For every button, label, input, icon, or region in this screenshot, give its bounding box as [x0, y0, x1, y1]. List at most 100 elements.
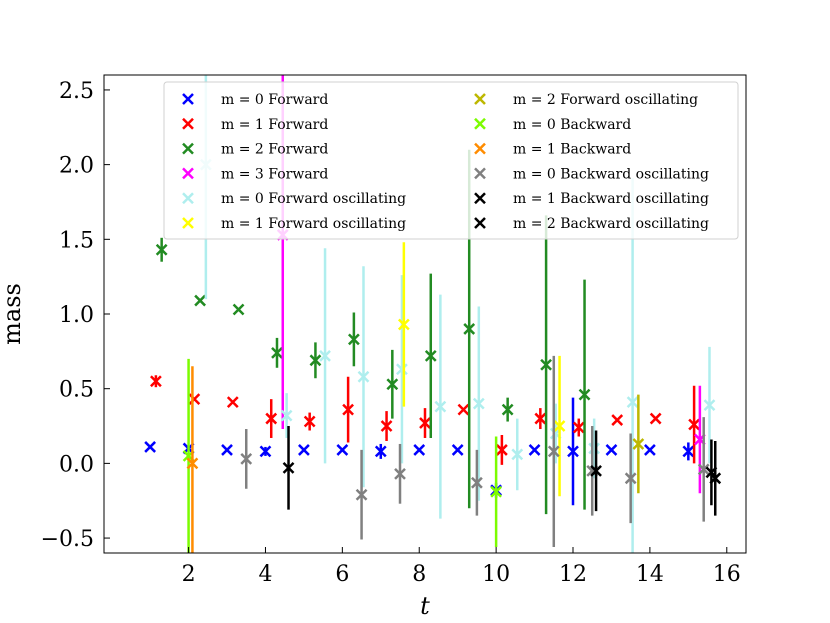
legend-entry-7: m = 0 Backward [474, 117, 631, 133]
point-1-0 [150, 375, 162, 388]
legend-entry-3: m = 3 Forward [182, 166, 328, 182]
point-2-11 [578, 388, 591, 401]
point-4-6 [472, 397, 485, 410]
point-1-6 [380, 420, 393, 432]
y-tick-label-1: 0.0 [59, 452, 94, 477]
point-0-12 [605, 444, 618, 456]
x-axis-label: t [420, 592, 430, 620]
legend-entry-2: m = 2 Forward [182, 142, 328, 158]
legend-entry-4: m = 0 Forward oscillating [182, 191, 406, 207]
legend-marker-3 [182, 167, 194, 180]
point-0-10 [528, 444, 541, 456]
point-2-10 [540, 358, 552, 371]
point-6-0 [632, 438, 645, 450]
point-4-1 [280, 409, 293, 422]
point-1-9 [496, 444, 508, 456]
point-0-13 [644, 444, 656, 456]
legend-marker-8 [474, 142, 486, 155]
point-7-1 [490, 485, 503, 498]
legend-marker-7 [474, 117, 486, 130]
series-6 [632, 394, 645, 494]
x-tick-label-5: 12 [559, 562, 587, 587]
point-10-1 [590, 464, 602, 477]
point-1-8 [457, 403, 470, 416]
series-5 [397, 242, 566, 497]
point-0-6 [374, 445, 387, 458]
legend-marker-9 [474, 167, 486, 180]
y-tick-label-0: −0.5 [41, 527, 94, 552]
point-1-12 [611, 414, 624, 426]
point-0-5 [336, 444, 349, 456]
point-0-14 [682, 445, 695, 458]
y-tick-label-2: 0.5 [59, 378, 94, 403]
point-2-5 [347, 333, 360, 346]
legend-entry-11: m = 2 Backward oscillating [474, 216, 709, 232]
legend-entry-8: m = 1 Backward [474, 142, 631, 158]
point-2-4 [309, 354, 322, 367]
legend-entry-10: m = 1 Backward oscillating [474, 191, 709, 207]
legend-label-8: m = 1 Backward [513, 142, 631, 158]
x-tick-label-3: 8 [412, 562, 426, 587]
point-0-11 [567, 445, 579, 458]
y-tick-label-3: 1.0 [59, 303, 94, 328]
point-1-14 [688, 418, 700, 431]
legend-marker-0 [182, 93, 194, 105]
point-1-7 [419, 417, 431, 429]
legend-marker-4 [182, 192, 194, 205]
legend-label-1: m = 1 Forward [221, 117, 328, 133]
legend-label-4: m = 0 Forward oscillating [221, 191, 406, 207]
point-5-0 [397, 318, 410, 331]
point-0-3 [259, 445, 272, 458]
point-9-1 [355, 488, 368, 501]
point-1-4 [303, 415, 316, 428]
point-0-8 [451, 444, 464, 456]
point-4-5 [434, 400, 447, 413]
legend-entry-5: m = 1 Forward oscillating [182, 216, 406, 232]
point-0-4 [298, 444, 310, 456]
legend-entry-6: m = 2 Forward oscillating [474, 92, 698, 108]
point-1-2 [226, 396, 239, 409]
point-4-2 [319, 349, 331, 362]
point-4-4 [396, 363, 408, 376]
point-8-0 [186, 457, 199, 470]
y-axis-label: mass [0, 283, 26, 345]
point-5-1 [553, 420, 566, 432]
point-0-0 [144, 441, 157, 453]
x-tick-label-1: 4 [258, 562, 272, 587]
point-2-0 [155, 243, 168, 256]
legend-marker-5 [182, 217, 194, 229]
x-tick-label-4: 10 [482, 562, 510, 587]
legend-marker-10 [474, 192, 486, 205]
point-0-2 [221, 444, 233, 456]
y-tick-label-6: 2.5 [59, 79, 94, 104]
point-11-0 [709, 472, 722, 485]
point-4-3 [357, 370, 370, 383]
series-1 [150, 375, 700, 465]
point-4-7 [511, 448, 524, 461]
legend-marker-1 [182, 117, 194, 130]
series-9 [240, 355, 710, 548]
legend: m = 0 Forward m = 1 Forward m = 2 Forward m… [163, 81, 739, 240]
point-4-9 [588, 442, 601, 455]
x-tick-label-0: 2 [182, 562, 196, 587]
point-0-7 [413, 444, 426, 456]
legend-marker-2 [182, 142, 194, 155]
legend-label-2: m = 2 Forward [221, 142, 328, 158]
point-9-4 [547, 445, 560, 458]
legend-label-3: m = 3 Forward [221, 166, 328, 182]
legend-marker-11 [474, 217, 486, 229]
legend-label-9: m = 0 Backward oscillating [513, 166, 709, 182]
x-tick-label-6: 14 [636, 562, 664, 587]
point-4-11 [703, 399, 716, 412]
legend-entry-0: m = 0 Forward [182, 92, 328, 108]
point-9-6 [624, 472, 637, 485]
legend-label-5: m = 1 Forward oscillating [221, 216, 406, 232]
axis-ticks: 2 4 6 8 10 12 14 16 −0.5 0.0 0.5 1.0 1.5 2.0 2.5 [41, 79, 741, 587]
data-marks [144, 75, 722, 553]
point-9-7 [697, 463, 710, 476]
y-tick-label-5: 2.0 [59, 154, 94, 179]
y-tick-label-4: 1.5 [59, 228, 94, 253]
point-1-13 [649, 412, 662, 425]
point-2-3 [271, 346, 283, 359]
legend-marker-6 [474, 93, 486, 105]
